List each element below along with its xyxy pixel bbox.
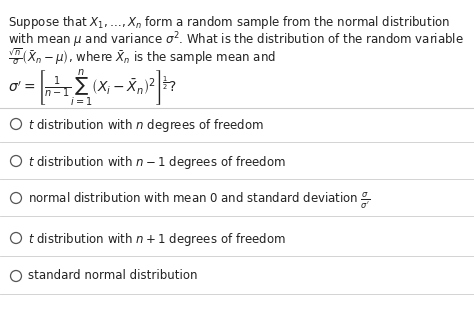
Text: standard normal distribution: standard normal distribution <box>28 269 198 282</box>
Text: Suppose that $X_1, \ldots, X_n$ form a random sample from the normal distributio: Suppose that $X_1, \ldots, X_n$ form a r… <box>8 14 450 31</box>
Text: $\frac{\sqrt{n}}{\sigma}\left(\bar{X}_n - \mu\right)$, where $\bar{X}_n$ is the : $\frac{\sqrt{n}}{\sigma}\left(\bar{X}_n … <box>8 46 276 67</box>
Text: normal distribution with mean $0$ and standard deviation $\frac{\sigma}{\sigma'}: normal distribution with mean $0$ and st… <box>28 191 371 211</box>
Text: $t$ distribution with $n+1$ degrees of freedom: $t$ distribution with $n+1$ degrees of f… <box>28 231 286 248</box>
Text: $\sigma' = \left[\frac{1}{n-1}\sum_{i=1}^{n}\left(X_i - \bar{X}_n\right)^2\right: $\sigma' = \left[\frac{1}{n-1}\sum_{i=1}… <box>8 68 177 109</box>
Text: $t$ distribution with $n$ degrees of freedom: $t$ distribution with $n$ degrees of fre… <box>28 117 264 134</box>
Text: with mean $\mu$ and variance $\sigma^2$. What is the distribution of the random : with mean $\mu$ and variance $\sigma^2$.… <box>8 30 464 50</box>
Text: $t$ distribution with $n-1$ degrees of freedom: $t$ distribution with $n-1$ degrees of f… <box>28 154 286 171</box>
